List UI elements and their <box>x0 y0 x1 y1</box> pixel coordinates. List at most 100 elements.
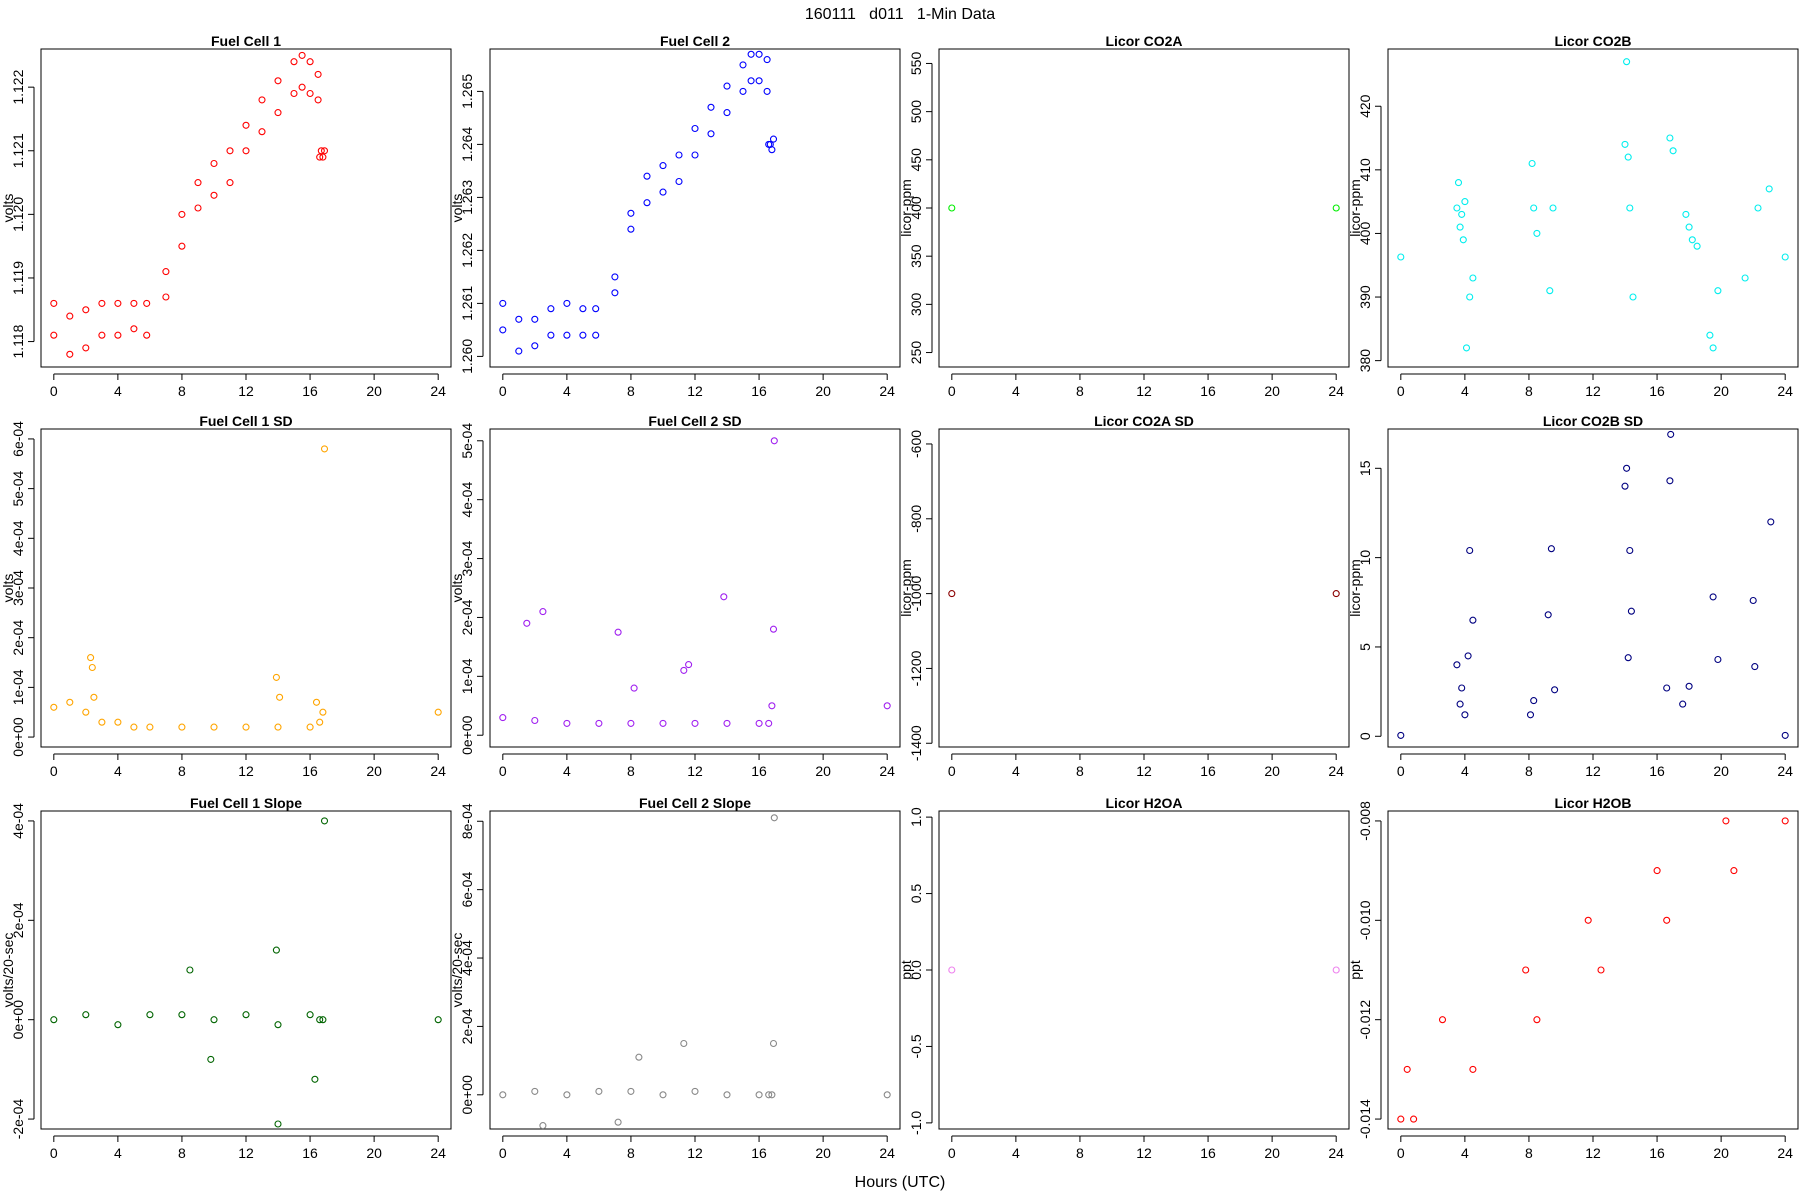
x-tick-label: 24 <box>1777 383 1793 399</box>
data-point <box>186 966 194 974</box>
data-point <box>146 1011 154 1019</box>
data-point <box>630 684 638 692</box>
data-point <box>595 719 603 727</box>
x-tick-label: 0 <box>50 763 58 779</box>
x-tick-label: 4 <box>1461 383 1469 399</box>
y-tick-label: 400 <box>1357 222 1373 246</box>
panel-title: Licor CO2B SD <box>1543 413 1643 429</box>
data-point <box>1751 663 1759 671</box>
x-tick-label: 16 <box>1200 763 1216 779</box>
data-point <box>66 312 74 320</box>
y-tick-label: 2e-04 <box>459 1008 475 1044</box>
data-point <box>82 1011 90 1019</box>
data-point <box>691 719 699 727</box>
y-tick-label: 0e+00 <box>459 1075 475 1115</box>
data-point <box>314 70 322 78</box>
data-point <box>768 702 776 710</box>
y-tick-label: 2e-04 <box>459 599 475 635</box>
data-point <box>1749 596 1757 605</box>
y-axis-label: volts <box>0 574 16 603</box>
y-tick-label: 4e-04 <box>10 520 26 556</box>
data-point <box>1458 684 1466 692</box>
x-tick-label: 24 <box>430 763 446 779</box>
y-tick-label: 8e-04 <box>459 803 475 839</box>
x-tick-label: 12 <box>238 763 254 779</box>
data-point <box>614 628 622 636</box>
data-point <box>523 619 531 627</box>
data-point <box>1438 1016 1447 1024</box>
data-point <box>311 1075 319 1083</box>
panel-title: Licor CO2A SD <box>1094 413 1194 429</box>
data-point <box>1456 223 1464 231</box>
y-tick-label: 1.0 <box>908 807 924 827</box>
y-tick-label: -0.012 <box>1357 1000 1373 1040</box>
y-tick-label: 0 <box>1357 732 1373 740</box>
y-tick-label: -600 <box>908 430 924 458</box>
x-tick-label: 8 <box>1076 383 1084 399</box>
x-tick-label: 24 <box>430 1145 446 1161</box>
panel-fuel-cell-2-sd: Fuel Cell 2 SD volts 0 4 8 12 16 20 24 0e+00 1e-04… <box>449 413 901 779</box>
x-tick-label: 4 <box>114 383 122 399</box>
y-axis-label: volts <box>0 194 16 223</box>
y-tick-label: 15 <box>1357 460 1373 476</box>
x-tick-label: 24 <box>1328 763 1344 779</box>
data-point <box>1621 482 1629 490</box>
y-tick-label: -1200 <box>908 650 924 686</box>
x-tick-label: 20 <box>366 763 382 779</box>
panel-licor-h2oa: Licor H2OA ppt 0 4 8 12 16 20 24 -1.0 -0.5 0.0 0.5 1.… <box>898 795 1350 1161</box>
x-tick-label: 12 <box>687 763 703 779</box>
data-point <box>274 1120 282 1128</box>
data-point <box>1461 711 1469 719</box>
data-point <box>290 58 298 66</box>
data-point <box>298 83 306 91</box>
y-tick-label: 300 <box>908 292 924 316</box>
data-point <box>768 146 776 154</box>
data-point <box>1397 731 1405 739</box>
data-point <box>539 608 547 616</box>
data-point <box>691 1087 699 1095</box>
data-point <box>66 698 74 706</box>
data-point <box>1533 229 1541 237</box>
data-point <box>1709 344 1717 352</box>
data-point <box>1456 700 1464 708</box>
x-tick-label: 4 <box>563 383 571 399</box>
data-point <box>755 77 763 85</box>
x-tick-label: 12 <box>687 1145 703 1161</box>
data-point <box>306 58 314 66</box>
series-points <box>50 51 329 358</box>
data-point <box>1767 518 1775 526</box>
series-points <box>1397 817 1789 1123</box>
data-point <box>739 61 747 69</box>
y-tick-label: 5 <box>1357 643 1373 651</box>
data-point <box>765 1091 773 1099</box>
data-point <box>1663 916 1671 924</box>
data-point <box>114 1021 122 1029</box>
data-point <box>643 199 651 207</box>
panel-title: Licor CO2B <box>1554 33 1631 49</box>
data-point <box>272 946 280 954</box>
data-point <box>1679 700 1687 708</box>
data-point <box>178 210 186 218</box>
x-tick-label: 8 <box>178 383 186 399</box>
plot-frame <box>489 48 901 368</box>
data-point <box>755 719 763 727</box>
y-tick-label: -1000 <box>908 575 924 611</box>
y-tick-label: 410 <box>1357 158 1373 182</box>
series-points <box>948 966 1340 974</box>
x-tick-label: 16 <box>302 763 318 779</box>
data-point <box>1781 817 1789 825</box>
data-point <box>1530 204 1538 212</box>
data-point <box>680 1039 688 1048</box>
x-tick-label: 24 <box>879 763 895 779</box>
y-tick-label: -0.008 <box>1357 801 1373 841</box>
data-point <box>1626 204 1634 212</box>
data-point <box>319 708 327 716</box>
data-point <box>178 1011 186 1019</box>
x-tick-label: 20 <box>1264 383 1280 399</box>
y-tick-label: 0e+00 <box>459 715 475 755</box>
y-tick-label: 1.121 <box>10 133 26 168</box>
data-point <box>1663 684 1671 692</box>
y-tick-label: 4e-04 <box>459 940 475 976</box>
y-tick-label: 550 <box>908 52 924 76</box>
data-point <box>242 147 250 155</box>
